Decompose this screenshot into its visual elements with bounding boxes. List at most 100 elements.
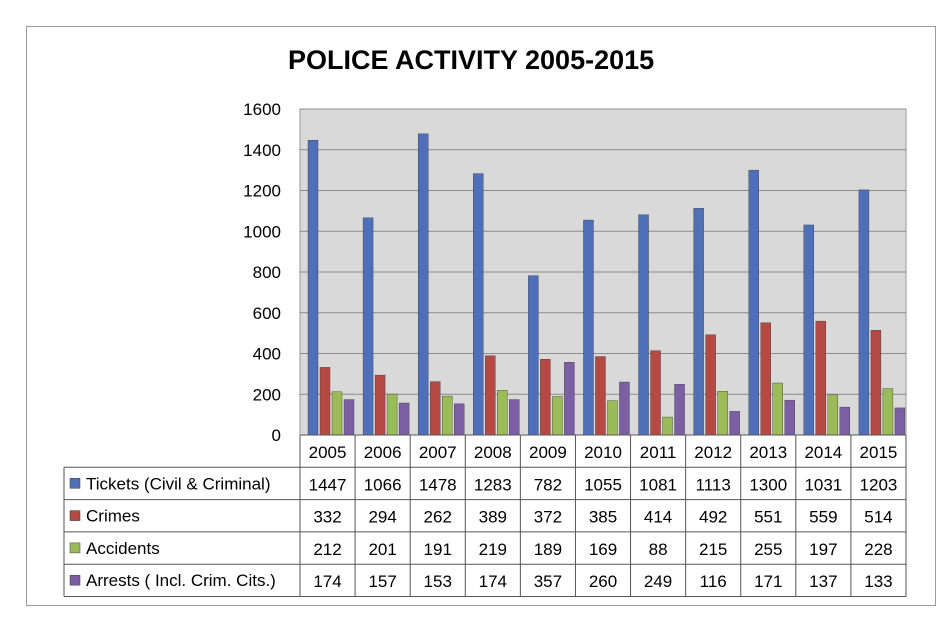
bar [674, 384, 685, 436]
data-label: 1055 [584, 475, 622, 494]
x-tick-label: 2012 [694, 443, 732, 462]
legend-swatch [69, 574, 81, 586]
y-tick-label: 1600 [243, 100, 281, 119]
data-label: 249 [644, 572, 672, 591]
x-tick-label: 2009 [529, 443, 567, 462]
x-tick-label: 2007 [419, 443, 457, 462]
bar [485, 355, 496, 436]
data-label: 189 [534, 540, 562, 559]
bar [803, 224, 815, 436]
legend-entry: Accidents [86, 539, 160, 558]
bar [650, 350, 661, 436]
y-tick-label: 400 [253, 345, 281, 364]
bar [858, 189, 870, 436]
y-tick-label: 0 [272, 426, 281, 445]
data-label: 1203 [860, 475, 898, 494]
x-tick-label: 2006 [364, 443, 402, 462]
bar [748, 169, 759, 436]
bar [509, 399, 520, 436]
data-label: 171 [754, 572, 782, 591]
legend-swatch [69, 542, 81, 554]
data-label: 559 [809, 508, 837, 527]
data-label: 260 [589, 572, 617, 591]
bar [705, 334, 716, 436]
bar [894, 407, 906, 436]
bar [760, 322, 771, 436]
data-label: 212 [313, 540, 341, 559]
data-label: 389 [479, 508, 507, 527]
data-label: 1113 [696, 475, 731, 494]
y-tick-label: 1400 [243, 141, 281, 160]
legend-entry: Arrests ( Incl. Crim. Cits.) [86, 571, 276, 590]
bar [638, 214, 649, 436]
bar [717, 390, 728, 436]
data-label: 1478 [419, 475, 457, 494]
bar [453, 403, 465, 436]
bar [607, 400, 618, 436]
data-label: 294 [368, 508, 396, 527]
bar [870, 330, 882, 436]
bar [662, 416, 673, 436]
data-label: 219 [479, 540, 507, 559]
data-label: 514 [864, 508, 892, 527]
data-label: 201 [368, 540, 396, 559]
data-label: 357 [534, 572, 562, 591]
bar [386, 393, 398, 436]
data-label: 1081 [639, 475, 677, 494]
bar [619, 381, 630, 436]
data-label: 1283 [474, 475, 512, 494]
bar [307, 139, 319, 436]
x-tick-label: 2013 [749, 443, 787, 462]
legend-swatch [69, 510, 81, 521]
y-tick-label: 1000 [243, 222, 281, 241]
data-label: 414 [644, 508, 672, 527]
data-label: 174 [313, 572, 341, 591]
bar [815, 320, 827, 436]
x-tick-label: 2010 [584, 443, 622, 462]
y-tick-label: 1200 [243, 182, 281, 201]
data-label: 1066 [364, 475, 402, 494]
data-label: 215 [699, 540, 727, 559]
bar [729, 411, 740, 436]
chart-title: POLICE ACTIVITY 2005-2015 [288, 45, 655, 75]
bar [441, 395, 453, 436]
data-label: 1447 [309, 475, 347, 494]
x-tick-label: 2008 [474, 443, 512, 462]
bar [540, 359, 551, 436]
bar [473, 173, 484, 436]
data-label: 372 [534, 508, 562, 527]
data-label: 332 [313, 508, 341, 527]
x-tick-label: 2011 [640, 443, 677, 462]
data-label: 116 [700, 572, 727, 591]
bar [374, 374, 386, 436]
bar [827, 394, 839, 436]
data-label: 88 [649, 540, 668, 559]
data-label: 197 [809, 540, 837, 559]
data-label: 174 [479, 572, 507, 591]
bar [552, 396, 563, 436]
x-tick-label: 2015 [860, 443, 898, 462]
bar [398, 402, 410, 436]
bar [772, 382, 783, 436]
y-tick-label: 600 [253, 304, 281, 323]
legend-entry: Crimes [86, 507, 140, 526]
bar [331, 391, 343, 436]
bar [319, 367, 331, 436]
data-label: 551 [754, 508, 782, 527]
data-label: 1300 [749, 475, 787, 494]
data-label: 169 [589, 540, 617, 559]
data-label: 137 [809, 572, 837, 591]
bar [595, 356, 606, 436]
x-tick-label: 2005 [309, 443, 347, 462]
bar [882, 388, 894, 436]
data-label: 228 [864, 540, 892, 559]
bar [429, 381, 441, 436]
bar [839, 406, 851, 436]
bar [362, 217, 374, 436]
data-label: 492 [699, 508, 727, 527]
data-label: 191 [424, 540, 452, 559]
legend-swatch [69, 478, 81, 489]
y-tick-label: 800 [253, 263, 281, 282]
data-label: 157 [368, 572, 396, 591]
